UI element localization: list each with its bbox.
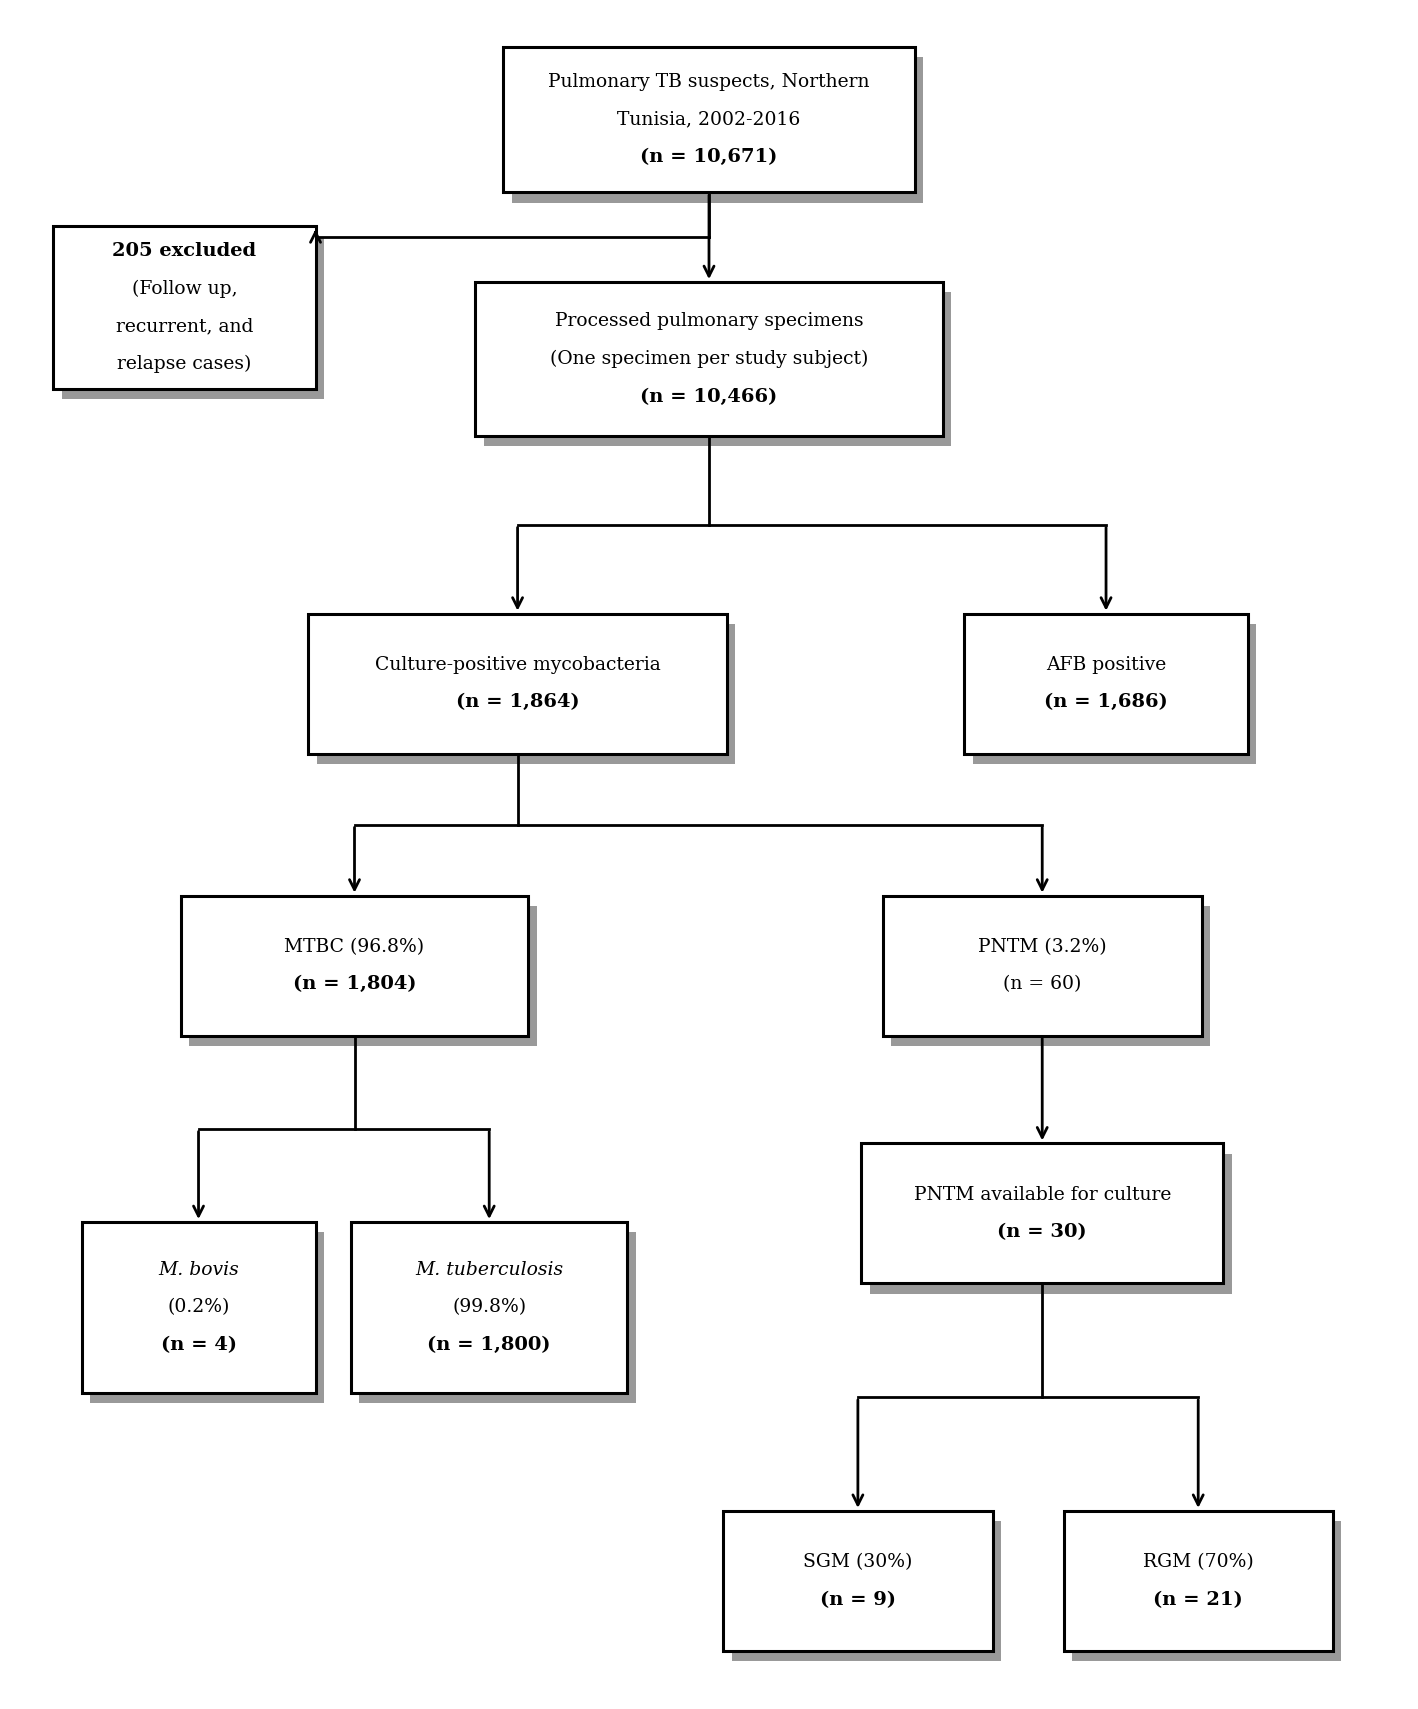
Text: (Follow up,: (Follow up, <box>132 280 237 297</box>
Bar <box>475 282 943 436</box>
Text: SGM (30%): SGM (30%) <box>803 1553 913 1571</box>
Bar <box>91 1232 325 1403</box>
Text: PNTM (3.2%): PNTM (3.2%) <box>978 938 1106 955</box>
Text: (n = 1,864): (n = 1,864) <box>455 694 580 711</box>
Bar <box>891 906 1210 1046</box>
Bar <box>182 896 527 1036</box>
Bar <box>352 1222 627 1393</box>
Text: 205 excluded: 205 excluded <box>112 243 257 260</box>
Text: (n = 30): (n = 30) <box>997 1224 1088 1241</box>
Bar <box>484 292 951 446</box>
Bar <box>82 1222 316 1393</box>
Text: recurrent, and: recurrent, and <box>116 318 252 335</box>
Text: MTBC (96.8%): MTBC (96.8%) <box>285 938 424 955</box>
Text: (n = 21): (n = 21) <box>1153 1591 1244 1608</box>
Text: RGM (70%): RGM (70%) <box>1143 1553 1254 1571</box>
Text: (n = 1,686): (n = 1,686) <box>1044 694 1168 711</box>
Text: (n = 1,800): (n = 1,800) <box>427 1336 552 1354</box>
Text: (n = 4): (n = 4) <box>160 1336 237 1354</box>
Bar <box>359 1232 635 1403</box>
Text: M. bovis: M. bovis <box>159 1261 238 1278</box>
Bar <box>309 614 726 754</box>
Text: (n = 10,671): (n = 10,671) <box>641 149 777 166</box>
Bar <box>964 614 1248 754</box>
Bar <box>1072 1521 1341 1661</box>
Bar <box>503 46 915 191</box>
Text: PNTM available for culture: PNTM available for culture <box>913 1186 1171 1203</box>
Bar <box>973 624 1256 764</box>
Text: (One specimen per study subject): (One specimen per study subject) <box>550 350 868 367</box>
Text: AFB positive: AFB positive <box>1046 656 1166 673</box>
Text: Tunisia, 2002-2016: Tunisia, 2002-2016 <box>617 111 801 128</box>
Text: (n = 60): (n = 60) <box>1003 976 1082 993</box>
Bar <box>54 227 315 390</box>
Text: (99.8%): (99.8%) <box>452 1299 526 1316</box>
Text: Processed pulmonary specimens: Processed pulmonary specimens <box>554 313 864 330</box>
Bar <box>869 1154 1231 1294</box>
Bar <box>882 896 1201 1036</box>
Text: (n = 10,466): (n = 10,466) <box>641 388 777 405</box>
Bar <box>723 1511 993 1651</box>
Bar <box>318 624 735 764</box>
Text: Culture-positive mycobacteria: Culture-positive mycobacteria <box>374 656 661 673</box>
Bar <box>512 58 923 202</box>
Bar <box>732 1521 1001 1661</box>
Text: (n = 1,804): (n = 1,804) <box>292 976 417 993</box>
Text: (n = 9): (n = 9) <box>820 1591 896 1608</box>
Text: M. tuberculosis: M. tuberculosis <box>415 1261 563 1278</box>
Bar <box>1064 1511 1333 1651</box>
Text: (0.2%): (0.2%) <box>167 1299 230 1316</box>
Bar <box>861 1143 1222 1283</box>
Bar <box>62 236 323 400</box>
Text: relapse cases): relapse cases) <box>118 355 251 373</box>
Text: Pulmonary TB suspects, Northern: Pulmonary TB suspects, Northern <box>549 73 869 91</box>
Bar <box>190 906 536 1046</box>
